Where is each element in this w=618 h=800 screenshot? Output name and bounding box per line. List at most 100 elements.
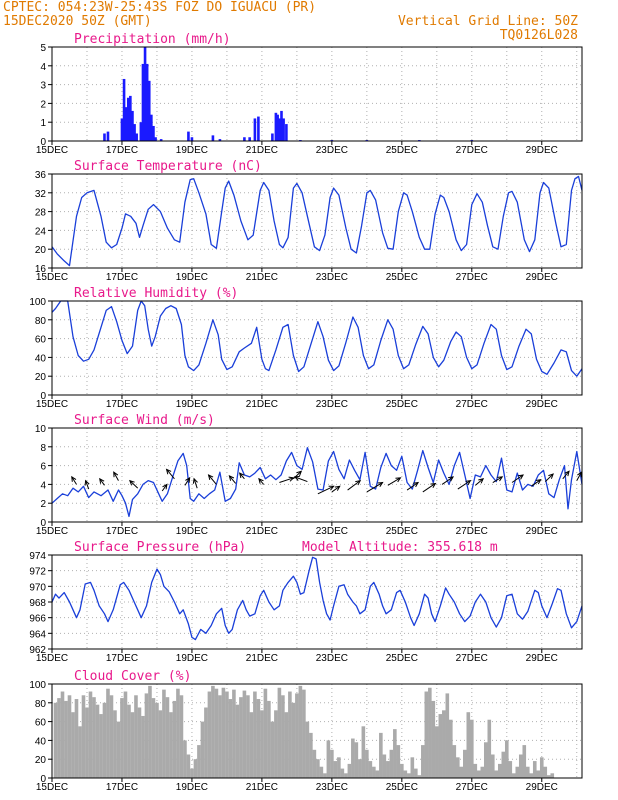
data-bar [463,749,467,778]
data-bar [372,766,376,778]
y-tick-label: 60 [35,335,47,346]
data-bar [57,698,61,778]
wind-arrow-head [355,479,362,486]
chart-panel-4: Surface Pressure (hPa) Model Altitude: 35… [29,540,583,664]
data-bar [106,688,110,778]
data-bar [274,710,278,778]
data-bar [113,710,117,778]
x-tick-label: 15DEC [36,145,68,156]
y-tick-label: 972 [29,567,46,578]
y-tick-label: 0 [40,137,46,148]
model-code: TQ0126L028 [500,28,578,43]
data-bar [253,118,257,141]
y-tick-label: 968 [29,598,46,609]
data-bar [141,63,145,141]
wind-arrow [193,478,198,489]
data-bar [129,95,132,141]
data-bar [508,761,513,778]
x-tick-label: 23DEC [316,399,348,410]
wind-arrow-head [71,475,77,482]
x-tick-label: 25DEC [386,526,418,537]
y-tick-label: 16 [35,264,47,275]
y-tick-label: 10 [35,424,47,435]
data-bar [120,698,124,778]
data-bar [218,695,222,778]
wind-arrow [279,477,294,483]
data-bar [151,698,156,778]
x-tick-label: 19DEC [176,653,208,664]
data-bar [232,689,236,778]
x-tick-label: 19DEC [176,145,208,156]
data-bar [442,710,446,778]
chart-panel-1: Surface Temperature (nC) 16 20 24 28 32 36 15DE… [35,159,583,283]
wind-arrow-head [84,479,90,486]
data-bar [126,97,130,141]
chart-panel-2: Relative Humidity (%) 0 20 40 60 80 100 15DEC 17… [29,286,583,410]
data-bar [445,693,450,778]
data-bar [305,721,310,778]
data-bar [193,759,198,778]
data-bar [487,719,492,778]
data-bar [330,749,334,778]
data-bar [280,110,283,141]
x-tick-label: 15DEC [36,399,68,410]
data-bar [148,685,152,778]
data-bar [449,719,453,778]
data-bar [302,689,306,778]
x-tick-label: 29DEC [526,145,558,156]
data-bar [88,691,93,778]
data-bar [78,726,82,778]
y-tick-label: 4 [40,480,46,491]
wind-arrow-head [413,481,420,488]
panel-frame [51,173,583,269]
data-line [51,556,583,641]
panel-annotation: Model Altitude: 355.618 m [302,540,498,555]
y-tick-label: 24 [35,226,47,237]
data-bar [312,749,317,778]
data-bar [393,729,397,778]
wind-arrow [562,470,570,480]
data-bar [71,712,75,778]
data-bar [281,695,285,778]
panel-frame [51,46,583,142]
data-bar [456,757,460,778]
wind-arrow [347,480,361,491]
panel-title: Surface Wind (m/s) [74,413,215,428]
panel-frame [51,683,583,779]
x-tick-label: 27DEC [456,526,488,537]
wind-arrow-head [99,477,105,484]
wind-arrow [228,475,237,484]
data-bar [379,732,383,778]
y-tick-label: 40 [35,353,47,364]
wind-arrow [239,472,245,480]
x-tick-label: 25DEC [386,782,418,793]
data-bar [221,687,226,778]
x-tick-label: 23DEC [316,526,348,537]
data-bar [396,745,401,778]
data-bar [277,687,282,778]
data-bar [309,732,313,778]
data-bar [122,78,126,141]
data-bar [276,114,279,141]
data-bar [204,707,208,778]
data-bar [187,131,190,141]
chart-panel-3: Surface Wind (m/s) 0 2 4 6 8 10 15DEC 17DEC 19DEC… [35,413,583,537]
wind-arrow-head [448,476,455,482]
data-bar [515,766,520,778]
x-tick-label: 19DEC [176,272,208,283]
wind-arrow-head [113,471,119,478]
data-bar [60,691,65,778]
x-tick-label: 15DEC [36,272,68,283]
x-tick-label: 27DEC [456,399,488,410]
data-bar [99,714,103,778]
data-bar [539,757,544,778]
data-bar [340,768,345,778]
data-bar [323,773,327,778]
data-bar [361,726,366,778]
x-tick-label: 23DEC [316,272,348,283]
panel-title: Cloud Cover (%) [74,669,191,684]
data-bar [134,695,138,778]
x-tick-label: 25DEC [386,399,418,410]
data-bar [501,751,506,778]
data-bar [144,693,149,778]
